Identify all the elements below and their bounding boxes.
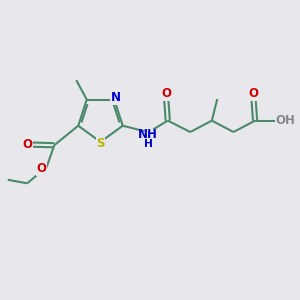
Text: H: H [143, 139, 152, 149]
Text: O: O [249, 87, 259, 100]
Text: NH: NH [138, 128, 158, 141]
Text: O: O [36, 162, 46, 175]
Text: S: S [96, 136, 105, 150]
Text: O: O [22, 138, 32, 151]
Text: OH: OH [275, 114, 295, 127]
Text: O: O [161, 87, 171, 100]
Text: N: N [110, 91, 121, 104]
